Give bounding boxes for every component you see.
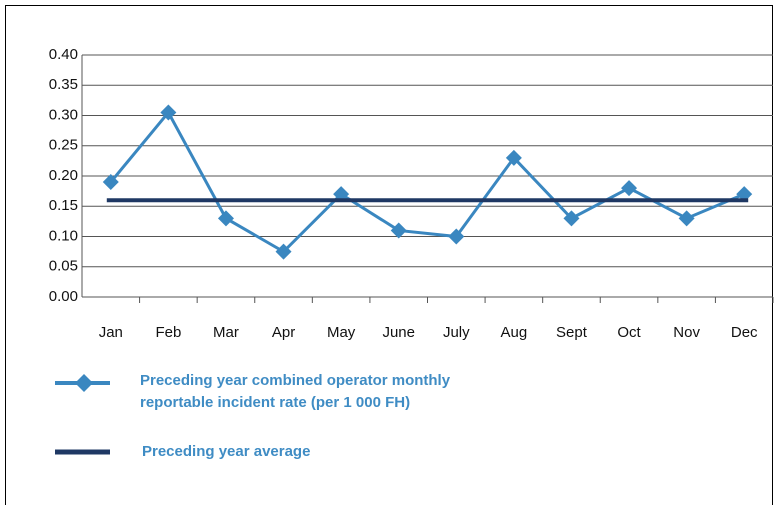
marker <box>275 243 292 260</box>
series-line <box>109 109 745 254</box>
marker <box>736 186 753 203</box>
x-tick-label: Jan <box>99 324 123 341</box>
marker <box>102 174 119 191</box>
y-tick-label: 0.10 <box>49 227 78 244</box>
marker <box>678 210 695 227</box>
y-tick-label: 0.00 <box>49 288 78 305</box>
x-tick-label: July <box>443 324 470 341</box>
y-tick-label: 0.05 <box>49 258 78 275</box>
legend-marker <box>75 374 93 392</box>
marker <box>217 210 234 227</box>
x-tick-label: Nov <box>673 324 700 341</box>
marker <box>448 228 465 245</box>
legend-label: Preceding year combined operator monthly… <box>140 372 451 411</box>
marker <box>505 149 522 166</box>
x-tick-label: May <box>327 324 356 341</box>
y-tick-label: 0.15 <box>49 197 78 214</box>
x-tick-label: Oct <box>617 324 641 341</box>
y-tick-label: 0.40 <box>49 46 78 63</box>
y-tick-label: 0.20 <box>49 167 78 184</box>
x-tick-label: June <box>382 324 415 341</box>
x-tick-label: Sept <box>556 324 588 341</box>
x-tick-label: Feb <box>155 324 181 341</box>
marker <box>621 180 638 197</box>
x-tick-label: Aug <box>501 324 528 341</box>
legend-label: Preceding year average <box>142 443 311 460</box>
y-tick-label: 0.25 <box>49 137 78 154</box>
x-tick-label: Dec <box>731 324 758 341</box>
chart-border <box>5 5 773 510</box>
marker <box>333 186 350 203</box>
marker <box>563 210 580 227</box>
marker <box>160 104 177 121</box>
x-tick-label: Mar <box>213 324 239 341</box>
x-tick-label: Apr <box>272 324 295 341</box>
marker <box>390 222 407 239</box>
y-tick-label: 0.35 <box>49 76 78 93</box>
y-tick-label: 0.30 <box>49 106 78 123</box>
